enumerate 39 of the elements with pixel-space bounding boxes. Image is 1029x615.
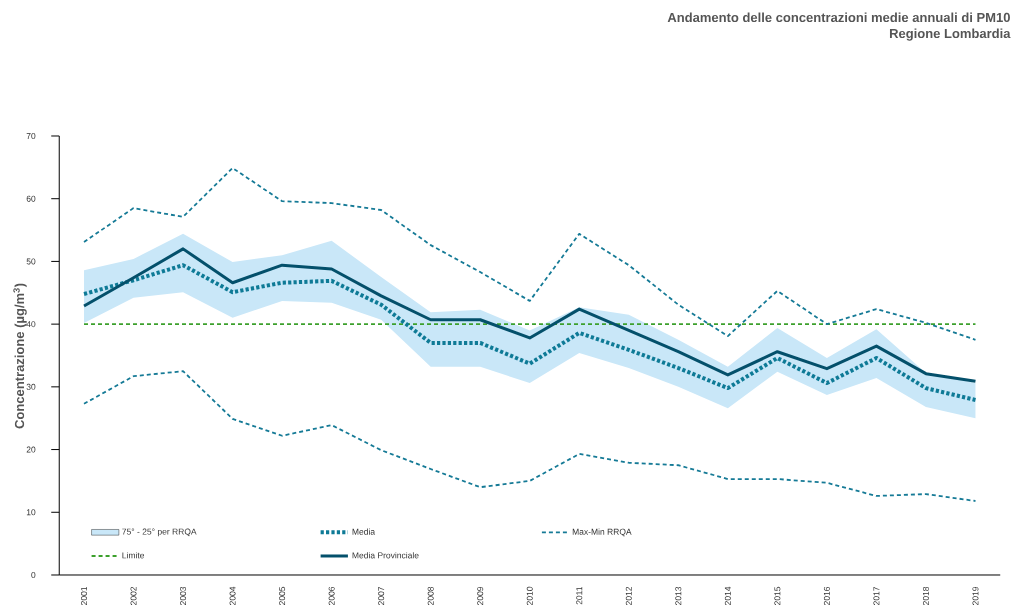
legend-label: 75° - 25° per RRQA xyxy=(122,528,197,537)
x-tick-label: 2006 xyxy=(328,586,335,605)
y-tick-label: 50 xyxy=(26,258,36,265)
y-tick-label: 20 xyxy=(26,446,36,453)
line-series xyxy=(82,247,977,383)
y-axis-title: Concentrazione (µg/m$^{3}$) xyxy=(13,283,27,429)
y-tick-label: 10 xyxy=(26,509,36,516)
chart-title: Andamento delle concentrazioni medie annuali di PM10 xyxy=(667,12,1010,23)
y-tick-label: 60 xyxy=(26,195,36,202)
line-series xyxy=(83,167,977,341)
y-tick-label: 40 xyxy=(26,321,36,328)
x-tick-label: 2018 xyxy=(922,586,929,605)
x-tick-label: 2013 xyxy=(675,586,682,605)
x-tick-label: 2001 xyxy=(81,586,88,605)
x-tick-label: 2003 xyxy=(180,586,187,605)
x-tick-label: 2005 xyxy=(279,586,286,605)
y-tick-label: 70 xyxy=(26,132,36,139)
x-tick-label: 2012 xyxy=(625,586,632,605)
x-tick-label: 2015 xyxy=(774,586,781,605)
x-tick-label: 2010 xyxy=(526,586,533,605)
x-tick-label: 2017 xyxy=(873,586,880,605)
line-series xyxy=(82,263,978,403)
x-tick-label: 2011 xyxy=(576,586,583,605)
legend-label: Max-Min RRQA xyxy=(572,528,632,537)
y-tick-label: 0 xyxy=(31,571,36,578)
legend-label: Media Provinciale xyxy=(352,552,419,559)
chart-subtitle: Regione Lombardia xyxy=(889,28,1011,41)
legend-label: Limite xyxy=(122,552,145,559)
x-tick-label: 2009 xyxy=(477,586,484,605)
x-tick-label: 2008 xyxy=(427,586,434,605)
legend-label: Media xyxy=(352,528,376,535)
x-tick-label: 2002 xyxy=(130,586,137,605)
x-tick-label: 2014 xyxy=(724,586,731,605)
y-tick-label: 30 xyxy=(26,383,36,390)
x-tick-label: 2019 xyxy=(972,586,979,605)
x-tick-label: 2004 xyxy=(229,586,236,605)
x-tick-label: 2007 xyxy=(378,586,385,605)
x-tick-label: 2016 xyxy=(823,586,830,605)
line-series xyxy=(83,370,977,502)
